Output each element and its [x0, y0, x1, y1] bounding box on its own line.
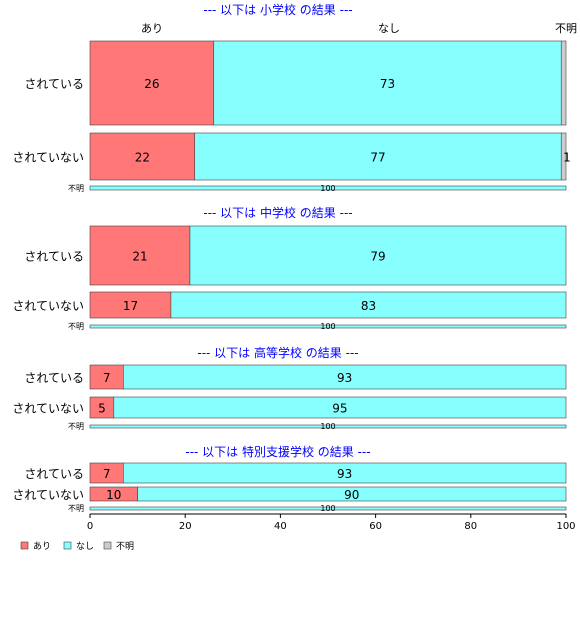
bar-segment-2 [560, 132, 567, 181]
data-label: 7 [103, 371, 111, 385]
bar-segment-1 [113, 396, 567, 419]
row-label: されていない [12, 402, 84, 416]
row-label: されていない [12, 151, 84, 165]
row-label: されていない [12, 299, 84, 313]
row-label-unknown: 不明 [68, 422, 84, 431]
data-label: 83 [361, 299, 376, 313]
legend-swatch [63, 541, 72, 550]
bar-segment-0 [89, 225, 191, 286]
data-label: 93 [337, 467, 352, 481]
bar-segment-0 [89, 364, 124, 390]
data-label: 10 [106, 488, 121, 502]
bar-segment-1 [89, 324, 567, 329]
x-tick-label: 20 [179, 521, 192, 532]
legend-swatch [20, 541, 29, 550]
row-label: されている [24, 371, 84, 385]
row-label-unknown: 不明 [68, 184, 84, 193]
data-label: 100 [320, 504, 335, 513]
data-label: 22 [135, 151, 150, 165]
x-tick-label: 0 [87, 521, 93, 532]
panel-title: --- 以下は 小学校 の結果 --- [203, 2, 352, 17]
x-tick-label: 100 [556, 521, 575, 532]
legend-label: 不明 [116, 541, 134, 552]
bar-segment-1 [170, 291, 567, 319]
data-label: 100 [320, 422, 335, 431]
data-label: 26 [144, 77, 159, 91]
bar-segment-1 [89, 506, 567, 511]
x-tick-label: 80 [464, 521, 477, 532]
bar-segment-1 [194, 132, 562, 181]
data-label: 100 [320, 184, 335, 193]
data-label: 5 [98, 402, 106, 416]
panel-title: --- 以下は 中学校 の結果 --- [203, 205, 352, 220]
row-label: されていない [12, 488, 84, 502]
data-label: 17 [123, 299, 138, 313]
panel-title: --- 以下は 高等学校 の結果 --- [197, 345, 358, 360]
x-tick-label: 40 [274, 521, 287, 532]
top-category-label: あり [141, 22, 163, 35]
bar-segment-0 [89, 291, 172, 319]
bar-segment-0 [89, 132, 196, 181]
x-tick-label: 60 [369, 521, 382, 532]
legend-label: あり [33, 541, 51, 552]
data-label: 100 [320, 322, 335, 331]
panel-title: --- 以下は 特別支援学校 の結果 --- [185, 444, 370, 459]
data-label: 73 [380, 77, 395, 91]
data-label: 1 [563, 151, 571, 165]
data-label: 79 [370, 250, 385, 264]
bar-segment-2 [560, 40, 567, 126]
bar-segment-1 [89, 185, 567, 191]
data-label: 90 [344, 488, 359, 502]
top-category-label: 不明 [555, 22, 577, 35]
legend-label: なし [76, 541, 94, 552]
bar-segment-1 [123, 364, 567, 390]
row-label: されている [24, 77, 84, 91]
bar-segment-1 [89, 424, 567, 429]
bar-segment-1 [123, 462, 567, 484]
bar-segment-1 [137, 486, 567, 502]
row-label-unknown: 不明 [68, 504, 84, 513]
row-label: されている [24, 467, 84, 481]
data-label: 95 [332, 402, 347, 416]
bar-segment-1 [189, 225, 567, 286]
data-label: 21 [132, 250, 147, 264]
bar-segment-1 [213, 40, 562, 126]
row-label: されている [24, 250, 84, 264]
data-label: 7 [103, 467, 111, 481]
top-category-label: なし [378, 22, 400, 35]
data-label: 93 [337, 371, 352, 385]
row-label-unknown: 不明 [68, 322, 84, 331]
bar-segment-0 [89, 40, 215, 126]
data-label: 77 [370, 151, 385, 165]
legend-swatch [103, 541, 112, 550]
